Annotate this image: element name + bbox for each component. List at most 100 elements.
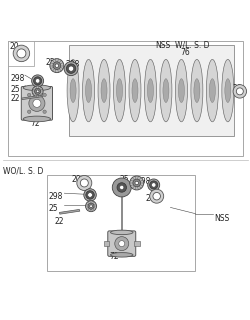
Ellipse shape bbox=[208, 79, 214, 102]
Bar bbox=[47, 175, 194, 271]
Circle shape bbox=[35, 79, 40, 83]
Text: 76: 76 bbox=[180, 48, 190, 57]
Ellipse shape bbox=[23, 116, 50, 122]
Polygon shape bbox=[21, 95, 42, 100]
Ellipse shape bbox=[132, 79, 138, 102]
Circle shape bbox=[149, 181, 157, 189]
Ellipse shape bbox=[159, 60, 171, 122]
Text: 72: 72 bbox=[30, 119, 40, 128]
Circle shape bbox=[89, 205, 92, 208]
Ellipse shape bbox=[113, 60, 125, 122]
Text: 20: 20 bbox=[10, 42, 19, 51]
Circle shape bbox=[129, 176, 143, 190]
Bar bbox=[8, 41, 242, 156]
Polygon shape bbox=[59, 209, 80, 214]
Text: 25: 25 bbox=[119, 175, 128, 184]
Ellipse shape bbox=[224, 79, 230, 102]
Text: WO/L. S. D: WO/L. S. D bbox=[3, 167, 43, 176]
Ellipse shape bbox=[128, 60, 140, 122]
Circle shape bbox=[32, 86, 43, 97]
Ellipse shape bbox=[23, 85, 50, 91]
Ellipse shape bbox=[144, 60, 156, 122]
Text: 298: 298 bbox=[11, 74, 25, 84]
Text: 298: 298 bbox=[48, 192, 62, 201]
Circle shape bbox=[116, 183, 126, 192]
Bar bbox=[103, 241, 109, 246]
Ellipse shape bbox=[70, 79, 76, 102]
Ellipse shape bbox=[85, 79, 91, 102]
Circle shape bbox=[84, 189, 96, 201]
Circle shape bbox=[53, 62, 60, 69]
Circle shape bbox=[132, 179, 140, 187]
Text: 72: 72 bbox=[109, 252, 118, 261]
Text: 25: 25 bbox=[45, 58, 54, 67]
Ellipse shape bbox=[162, 79, 168, 102]
Ellipse shape bbox=[116, 79, 122, 102]
Circle shape bbox=[27, 110, 31, 114]
Ellipse shape bbox=[110, 230, 132, 235]
Circle shape bbox=[29, 95, 45, 111]
Circle shape bbox=[13, 45, 30, 62]
Circle shape bbox=[66, 64, 76, 73]
Bar bbox=[134, 241, 139, 246]
Circle shape bbox=[87, 193, 92, 197]
Text: 25: 25 bbox=[11, 85, 20, 94]
Circle shape bbox=[34, 88, 40, 94]
Ellipse shape bbox=[178, 79, 184, 102]
Ellipse shape bbox=[193, 79, 199, 102]
Text: 25: 25 bbox=[48, 204, 58, 213]
Ellipse shape bbox=[175, 60, 187, 122]
Circle shape bbox=[232, 84, 245, 98]
Bar bbox=[8, 41, 34, 66]
Circle shape bbox=[134, 181, 138, 185]
Circle shape bbox=[34, 77, 42, 85]
Circle shape bbox=[68, 66, 73, 71]
Circle shape bbox=[114, 236, 128, 251]
Circle shape bbox=[152, 192, 160, 200]
Circle shape bbox=[147, 179, 159, 191]
Ellipse shape bbox=[67, 60, 79, 122]
Circle shape bbox=[88, 203, 94, 209]
Ellipse shape bbox=[98, 60, 110, 122]
Ellipse shape bbox=[110, 252, 132, 257]
Circle shape bbox=[76, 175, 92, 190]
Ellipse shape bbox=[147, 79, 153, 102]
Circle shape bbox=[43, 93, 46, 97]
Circle shape bbox=[85, 201, 96, 212]
Ellipse shape bbox=[190, 60, 202, 122]
Ellipse shape bbox=[101, 79, 106, 102]
Text: 20: 20 bbox=[145, 194, 154, 203]
Circle shape bbox=[33, 99, 41, 107]
Circle shape bbox=[86, 191, 94, 199]
Circle shape bbox=[43, 110, 46, 114]
Text: NSS: NSS bbox=[155, 41, 170, 50]
Text: 20: 20 bbox=[232, 84, 241, 93]
Circle shape bbox=[119, 185, 123, 189]
Text: 20: 20 bbox=[72, 175, 81, 184]
Circle shape bbox=[149, 189, 163, 203]
Text: 22: 22 bbox=[54, 217, 64, 227]
Ellipse shape bbox=[82, 60, 94, 122]
Ellipse shape bbox=[221, 60, 233, 122]
Text: 298: 298 bbox=[65, 60, 80, 69]
Text: W/L. S. D: W/L. S. D bbox=[175, 41, 209, 50]
FancyBboxPatch shape bbox=[21, 86, 52, 120]
Circle shape bbox=[80, 179, 88, 187]
Bar bbox=[69, 45, 233, 136]
Circle shape bbox=[55, 64, 58, 68]
Circle shape bbox=[64, 62, 78, 76]
Circle shape bbox=[32, 75, 44, 87]
Circle shape bbox=[36, 90, 39, 93]
Circle shape bbox=[236, 88, 242, 95]
Circle shape bbox=[118, 241, 124, 247]
Circle shape bbox=[17, 49, 26, 58]
FancyBboxPatch shape bbox=[107, 231, 135, 256]
Text: NSS: NSS bbox=[213, 214, 228, 223]
Circle shape bbox=[112, 178, 131, 197]
Circle shape bbox=[151, 183, 155, 187]
Text: 22: 22 bbox=[11, 94, 20, 103]
Ellipse shape bbox=[206, 60, 218, 122]
Circle shape bbox=[27, 93, 31, 97]
Circle shape bbox=[50, 59, 64, 73]
Text: 298: 298 bbox=[136, 177, 150, 186]
